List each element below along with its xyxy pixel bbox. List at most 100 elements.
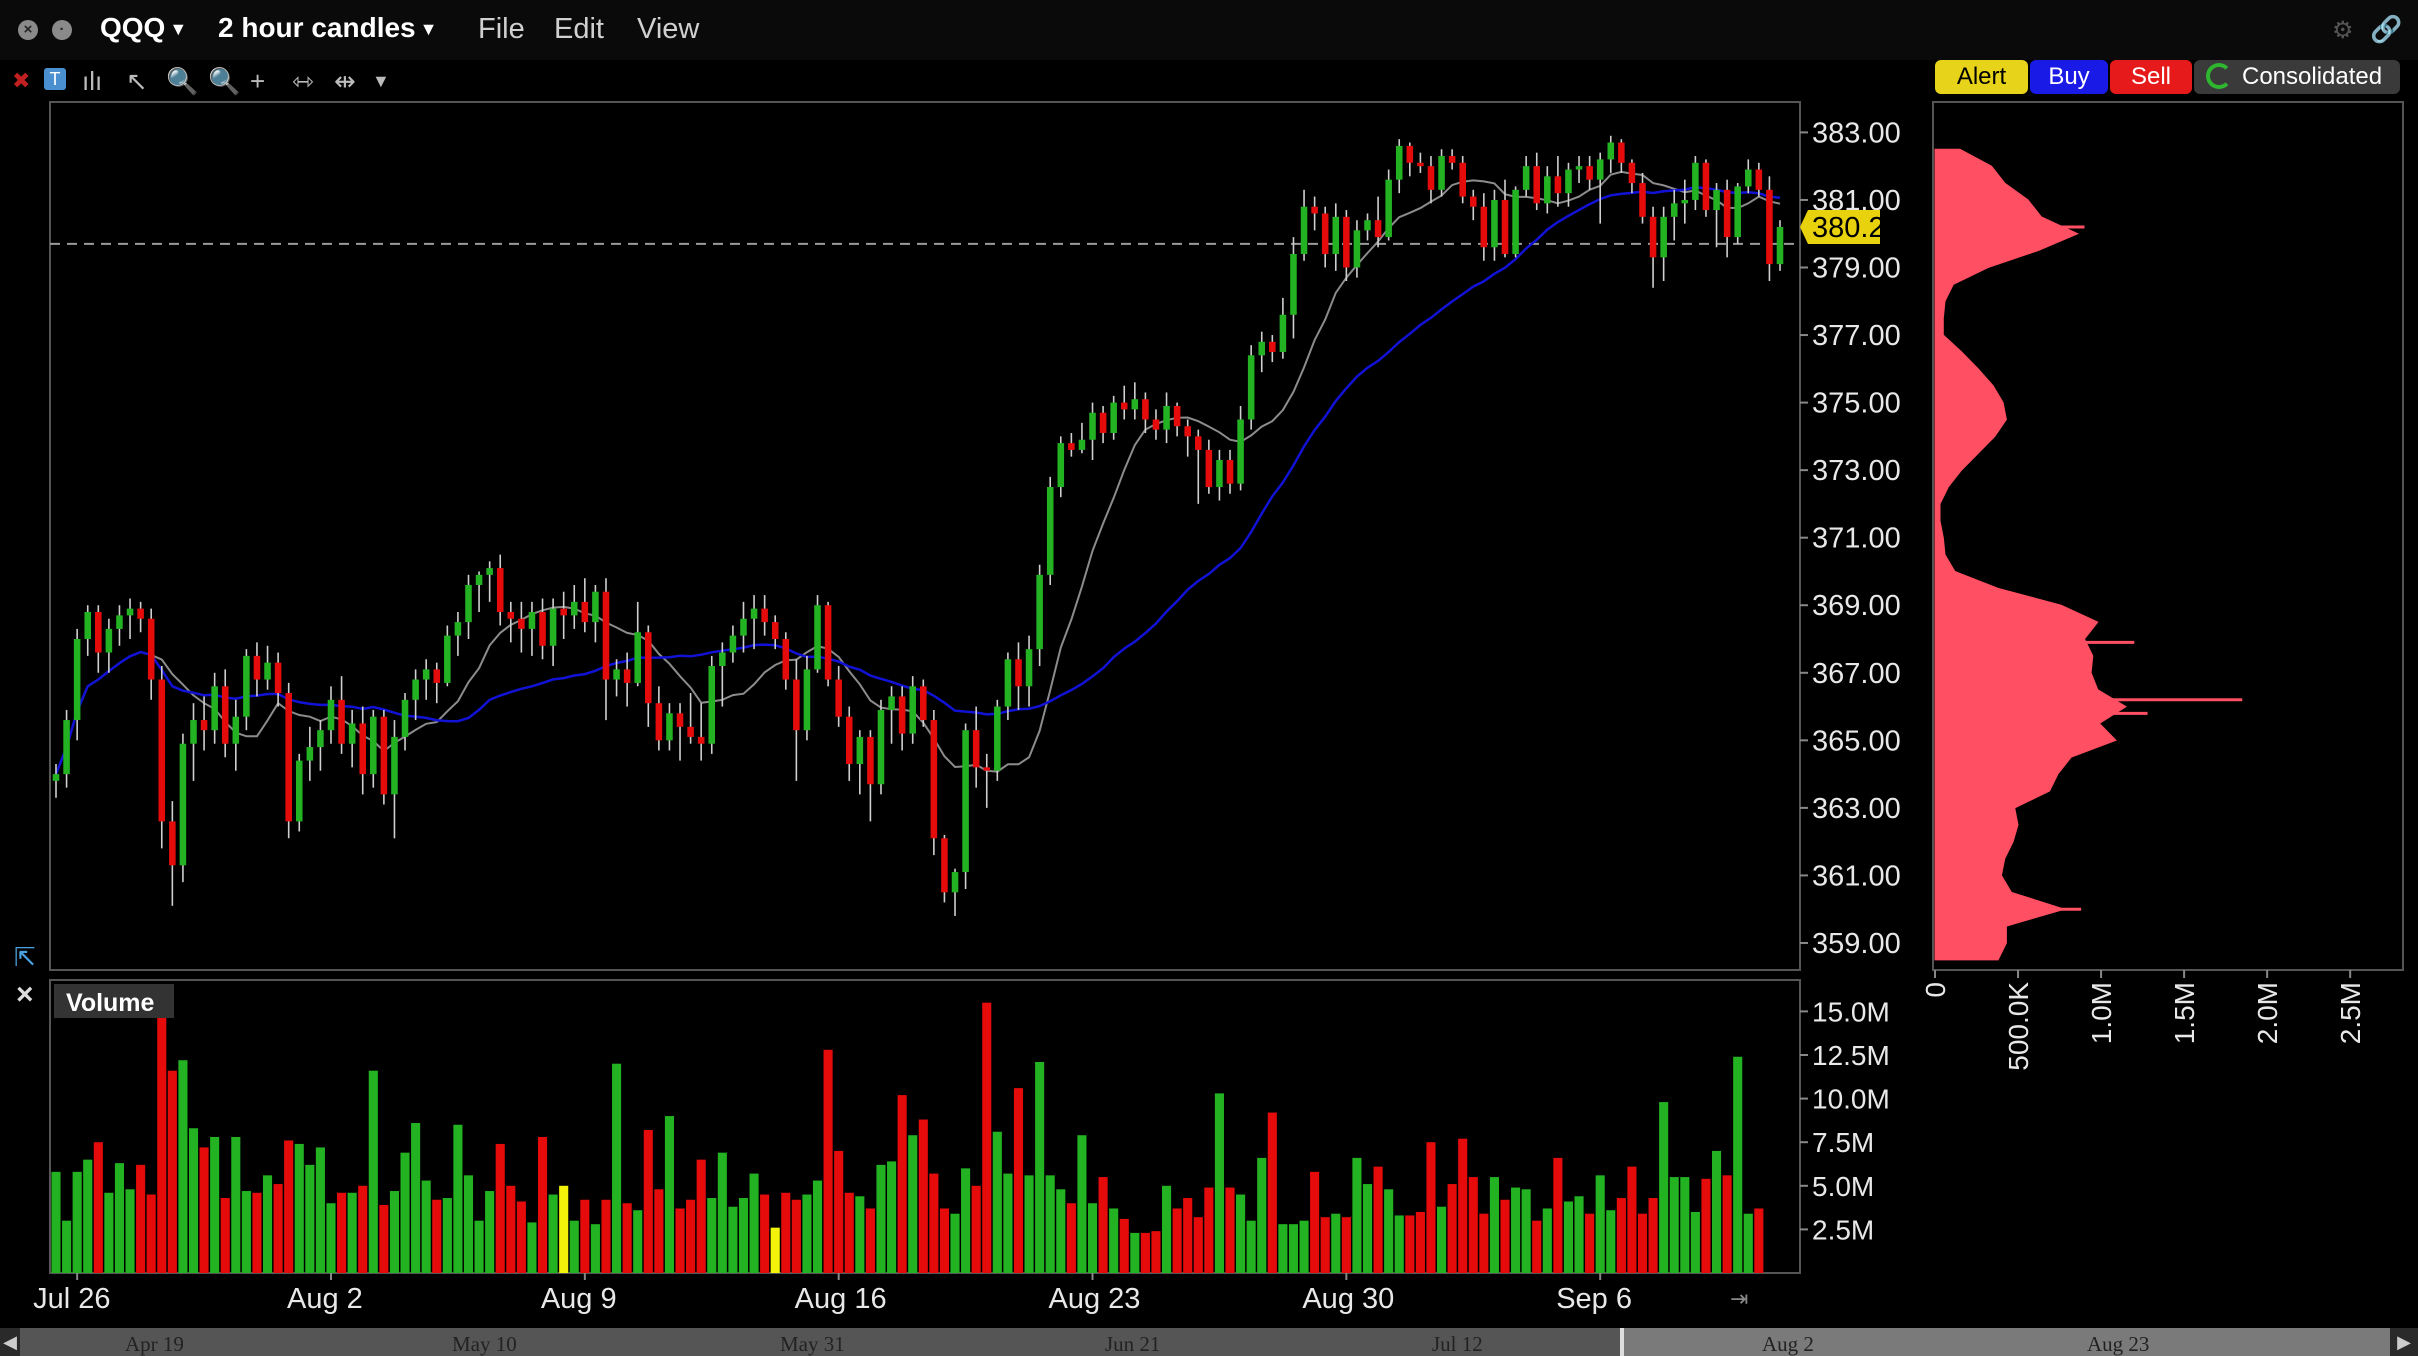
volume-bar bbox=[643, 1129, 653, 1273]
scroll-right-icon[interactable]: ⇥ bbox=[1730, 1287, 1748, 1312]
fit-icon[interactable]: ⇹ bbox=[334, 66, 356, 96]
volume-bar bbox=[485, 1191, 495, 1273]
candle-body bbox=[1321, 213, 1329, 254]
sell-button[interactable]: Sell bbox=[2110, 60, 2192, 94]
volume-tick-label: 2.5M bbox=[1812, 1214, 1874, 1245]
volume-bar bbox=[284, 1140, 294, 1273]
candle-body bbox=[1766, 189, 1773, 265]
candle-body bbox=[465, 584, 472, 623]
volume-tick-label: 15.0M bbox=[1812, 996, 1890, 1027]
volume-bar bbox=[220, 1198, 230, 1273]
close-volume-icon[interactable]: × bbox=[16, 978, 34, 1011]
candle-body bbox=[147, 618, 155, 680]
chevron-down-icon[interactable]: ▼ bbox=[372, 71, 390, 91]
profile-area bbox=[1934, 148, 2127, 961]
candle-body bbox=[295, 760, 303, 822]
time-tick-label: Aug 30 bbox=[1302, 1283, 1394, 1315]
volume-profile bbox=[1934, 148, 2243, 961]
scroll-right-icon[interactable]: ▶ bbox=[2390, 1328, 2418, 1356]
scroll-left-icon[interactable]: ◀ bbox=[0, 1328, 20, 1356]
volume-bar bbox=[315, 1147, 325, 1273]
candle-body bbox=[1163, 405, 1170, 430]
volume-bar bbox=[1204, 1187, 1214, 1273]
candle-body bbox=[1744, 169, 1752, 187]
volume-bar bbox=[1542, 1208, 1552, 1273]
candle-body bbox=[613, 669, 620, 680]
volume-bar bbox=[379, 1204, 389, 1273]
navigator-label: Jul 12 bbox=[1432, 1332, 1483, 1356]
consolidated-button[interactable]: Consolidated bbox=[2194, 60, 2400, 94]
refresh-icon bbox=[2206, 63, 2232, 89]
volume-bar bbox=[580, 1199, 590, 1273]
candle-body bbox=[1395, 145, 1403, 180]
candle-body bbox=[380, 716, 388, 795]
candle-body bbox=[1618, 142, 1625, 163]
volume-bar bbox=[210, 1136, 220, 1273]
candle-body bbox=[994, 706, 1001, 771]
volume-bar bbox=[1563, 1201, 1574, 1273]
candle-body bbox=[221, 686, 229, 744]
candle-body bbox=[909, 686, 916, 734]
candle-body bbox=[845, 716, 853, 764]
volume-bar bbox=[844, 1192, 854, 1273]
candle-body bbox=[1290, 253, 1297, 315]
volume-bar bbox=[1331, 1213, 1341, 1273]
volume-tick-label: 7.5M bbox=[1812, 1127, 1874, 1158]
candle-body bbox=[507, 611, 515, 619]
pan-icon[interactable]: ⇿ bbox=[292, 66, 314, 96]
volume-bar bbox=[1637, 1213, 1648, 1273]
candle-body bbox=[1649, 216, 1657, 258]
price-tick-label: 363.00 bbox=[1812, 793, 1901, 825]
volume-bar bbox=[1415, 1211, 1425, 1273]
zoom-in-icon[interactable]: 🔍 bbox=[166, 66, 199, 96]
buy-button[interactable]: Buy bbox=[2030, 60, 2108, 94]
candle-body bbox=[496, 568, 504, 612]
candle-body bbox=[697, 736, 705, 744]
menu-view[interactable]: View bbox=[637, 13, 700, 45]
time-tick-label: Aug 23 bbox=[1049, 1283, 1141, 1315]
candle-body bbox=[740, 618, 747, 636]
symbol-selector[interactable]: QQQ ▼ bbox=[100, 12, 187, 44]
price-tick-label: 369.00 bbox=[1812, 590, 1901, 622]
volume-bar bbox=[1585, 1213, 1595, 1273]
menu-file[interactable]: File bbox=[478, 13, 525, 45]
candle-body bbox=[1596, 159, 1604, 180]
volume-bar bbox=[1257, 1157, 1267, 1273]
volume-bar bbox=[961, 1168, 971, 1273]
candle-body bbox=[1491, 199, 1498, 248]
gear-icon[interactable]: ⚙ bbox=[2332, 17, 2354, 44]
volume-bar bbox=[1045, 1175, 1055, 1273]
candle-body bbox=[782, 639, 790, 680]
volume-bar bbox=[939, 1208, 949, 1273]
volume-bar bbox=[950, 1213, 960, 1273]
candle-body bbox=[814, 605, 821, 670]
window-options-icon[interactable]: · bbox=[52, 20, 72, 40]
navigator-window[interactable] bbox=[1620, 1328, 2390, 1356]
close-window-icon[interactable]: × bbox=[18, 20, 38, 40]
candle-body bbox=[1586, 166, 1593, 180]
candle-body bbox=[581, 601, 589, 623]
price-tick-label: 375.00 bbox=[1812, 388, 1901, 420]
volume-bar bbox=[791, 1199, 801, 1273]
candle-body bbox=[105, 628, 113, 653]
menu-edit[interactable]: Edit bbox=[554, 13, 604, 45]
bar-style-icon[interactable]: ılı bbox=[82, 66, 103, 96]
link-icon[interactable]: 🔗 bbox=[2370, 14, 2403, 44]
profile-tick-label: 1.0M bbox=[2086, 982, 2117, 1044]
time-tick-label: Aug 2 bbox=[287, 1283, 363, 1315]
crosshair-icon[interactable]: + bbox=[250, 66, 266, 96]
price-axis: 383.00381.00379.00377.00375.00373.00371.… bbox=[1800, 117, 1901, 960]
volume-bar bbox=[1320, 1217, 1330, 1273]
volume-bar bbox=[855, 1196, 865, 1273]
volume-bar bbox=[1489, 1177, 1499, 1273]
zoom-out-icon[interactable]: 🔍 bbox=[208, 66, 241, 96]
pointer-tool-icon[interactable]: ↖ bbox=[126, 66, 148, 96]
candle-body bbox=[1110, 402, 1117, 433]
volume-bar bbox=[400, 1152, 410, 1273]
candle-body bbox=[719, 652, 726, 667]
interval-selector[interactable]: 2 hour candles ▼ bbox=[218, 12, 437, 44]
volume-bar bbox=[654, 1189, 664, 1273]
remove-icon[interactable]: ✖ bbox=[12, 68, 31, 93]
alert-button[interactable]: Alert bbox=[1935, 60, 2028, 94]
text-tool-icon[interactable]: T bbox=[44, 68, 66, 90]
